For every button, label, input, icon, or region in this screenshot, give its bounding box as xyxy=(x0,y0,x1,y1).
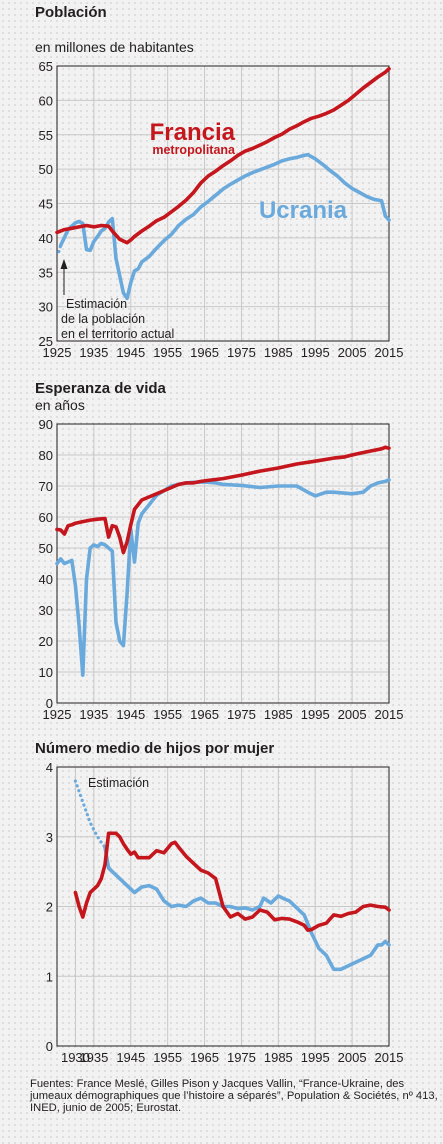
x-tick-label: 1965 xyxy=(190,345,219,360)
y-tick-label: 40 xyxy=(39,231,53,246)
series-label-francia: Francia xyxy=(150,119,236,146)
y-tick-label: 0 xyxy=(46,696,53,711)
x-tick-label: 1985 xyxy=(264,707,293,722)
annotation-line-2: de la población xyxy=(61,312,145,326)
y-tick-label: 35 xyxy=(39,265,53,280)
y-tick-label: 60 xyxy=(39,93,53,108)
x-tick-label: 1955 xyxy=(153,345,182,360)
series-line-ucrania-estimación xyxy=(57,219,81,254)
series-line-ucrania-estimación xyxy=(73,779,107,849)
y-tick-label: 20 xyxy=(39,634,53,649)
annotation-line-1: Estimación xyxy=(66,297,127,311)
series-label-francia-line2: metropolitana xyxy=(152,143,236,157)
x-tick-label: 1975 xyxy=(227,1050,256,1065)
chart-population: Población en millones de habitantes 1925… xyxy=(35,4,403,360)
x-tick-label: 2015 xyxy=(375,345,404,360)
y-tick-label: 80 xyxy=(39,448,53,463)
x-tick-label: 1925 xyxy=(43,345,72,360)
annotation-line-3: en el territorio actual xyxy=(61,327,174,341)
charts-canvas: Población en millones de habitantes 1925… xyxy=(35,4,403,1065)
x-tick-label: 1965 xyxy=(190,707,219,722)
x-tick-label: 1930 xyxy=(61,1050,90,1065)
x-tick-label: 2015 xyxy=(375,1050,404,1065)
y-tick-label: 30 xyxy=(39,300,53,315)
y-tick-label: 2 xyxy=(46,900,53,915)
chart-subtitle: en años xyxy=(35,397,85,413)
y-tick-label: 50 xyxy=(39,541,53,556)
sources-note: Fuentes: France Meslé, Gilles Pison y Ja… xyxy=(30,1078,438,1114)
x-tick-label: 1995 xyxy=(301,1050,330,1065)
chart-life-expectancy: Esperanza de vida en años 1925 1935 1945 19… xyxy=(35,380,403,722)
chart-title: Esperanza de vida xyxy=(35,380,167,397)
x-tick-label: 1945 xyxy=(116,707,145,722)
series-line-francia xyxy=(73,831,391,933)
x-tick-label: 1995 xyxy=(301,345,330,360)
y-tick-label: 45 xyxy=(39,197,53,212)
x-tick-label: 2015 xyxy=(375,707,404,722)
x-tick-label: 1925 xyxy=(43,707,72,722)
y-tick-label: 40 xyxy=(39,572,53,587)
x-tick-label: 1945 xyxy=(116,1050,145,1065)
chart-subtitle: en millones de habitantes xyxy=(35,39,194,55)
plot-frame xyxy=(56,766,390,1047)
y-tick-label: 55 xyxy=(39,128,53,143)
plot-frame xyxy=(56,65,390,342)
y-tick-label: 50 xyxy=(39,162,53,177)
y-tick-label: 4 xyxy=(46,760,53,775)
y-tick-label: 3 xyxy=(46,830,53,845)
arrowhead-icon xyxy=(60,259,68,269)
x-tick-label: 1985 xyxy=(264,345,293,360)
plot-frame xyxy=(56,423,390,704)
chart-fertility: Número medio de hijos por mujer 19301935… xyxy=(35,740,403,1065)
x-tick-label: 1975 xyxy=(227,345,256,360)
series-line-ucrania xyxy=(55,477,391,677)
y-tick-label: 60 xyxy=(39,510,53,525)
y-tick-label: 30 xyxy=(39,603,53,618)
series-line-ucrania xyxy=(103,845,391,972)
x-tick-label: 1975 xyxy=(227,707,256,722)
y-tick-label: 10 xyxy=(39,665,53,680)
x-tick-label: 1955 xyxy=(153,707,182,722)
chart-title: Población xyxy=(35,4,107,21)
x-tick-label: 2005 xyxy=(338,1050,367,1065)
x-tick-label: 2005 xyxy=(338,707,367,722)
x-tick-label: 1935 xyxy=(79,707,108,722)
y-tick-label: 90 xyxy=(39,417,53,432)
x-tick-label: 1945 xyxy=(116,345,145,360)
x-tick-label: 1965 xyxy=(190,1050,219,1065)
x-tick-label: 1985 xyxy=(264,1050,293,1065)
x-tick-label: 1995 xyxy=(301,707,330,722)
annotation-estimacion: Estimación xyxy=(88,776,149,790)
plot-area: 1925 1935 1945 1955 1965 1975 1985 1995 2005 2015… xyxy=(39,417,404,722)
series-line-ucrania xyxy=(58,152,391,301)
series-line-francia xyxy=(55,445,391,555)
x-tick-label: 1935 xyxy=(79,1050,108,1065)
y-tick-label: 0 xyxy=(46,1039,53,1054)
y-tick-label: 25 xyxy=(39,334,53,349)
y-tick-label: 1 xyxy=(46,969,53,984)
plot-area: 1925 1935 1945 1955 1965 1975 1985 1995 2005 2015… xyxy=(39,59,404,360)
y-tick-label: 70 xyxy=(39,479,53,494)
y-tick-label: 65 xyxy=(39,59,53,74)
series-label-ucrania: Ucrania xyxy=(259,197,348,224)
x-tick-label: 1955 xyxy=(153,1050,182,1065)
chart-title: Número medio de hijos por mujer xyxy=(35,740,274,757)
x-tick-label: 2005 xyxy=(338,345,367,360)
x-tick-label: 1935 xyxy=(79,345,108,360)
series-line-francia xyxy=(55,67,391,245)
